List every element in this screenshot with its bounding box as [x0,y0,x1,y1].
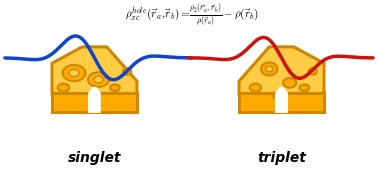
Ellipse shape [94,76,103,83]
Text: singlet: singlet [68,151,121,165]
Ellipse shape [63,65,85,81]
Ellipse shape [283,78,296,88]
Ellipse shape [88,72,109,87]
Ellipse shape [250,84,261,92]
Ellipse shape [273,93,282,99]
Polygon shape [239,93,324,112]
Ellipse shape [299,84,309,91]
Text: triplet: triplet [257,151,306,165]
Ellipse shape [123,68,131,75]
Polygon shape [239,47,324,93]
Text: $\rho_{xc}^{hole}(\vec{r}_a,\!\vec{r}_b)=\!\frac{\rho_2(\vec{r}_a,\vec{r}_b)}{\r: $\rho_{xc}^{hole}(\vec{r}_a,\!\vec{r}_b)… [125,3,259,28]
Polygon shape [52,47,137,93]
Ellipse shape [69,69,79,77]
Polygon shape [89,88,100,112]
Ellipse shape [308,68,317,75]
Ellipse shape [58,84,69,92]
Ellipse shape [110,84,120,91]
Ellipse shape [261,62,277,76]
Polygon shape [276,88,287,112]
Polygon shape [52,93,137,112]
Ellipse shape [266,66,273,72]
